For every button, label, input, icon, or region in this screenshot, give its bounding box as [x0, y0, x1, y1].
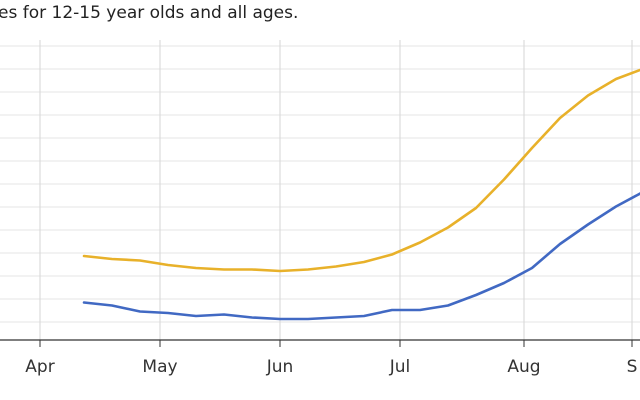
x-tick-label: Apr	[25, 357, 54, 377]
x-tick-label: Jul	[389, 357, 411, 377]
vertical-gridlines	[39, 40, 633, 340]
series-line-2	[82, 192, 640, 321]
x-tick-label: Aug	[507, 357, 540, 377]
series-layer	[82, 68, 640, 321]
x-tick-label: May	[142, 357, 177, 377]
series-line-1	[82, 68, 640, 273]
x-axis-ticks: Apr May Jun Jul Aug S	[25, 340, 637, 377]
x-tick-label: Jun	[266, 357, 294, 377]
x-tick-label: S	[627, 357, 638, 377]
chart-subtitle: es for 12-15 year olds and all ages.	[0, 3, 299, 23]
horizontal-gridlines	[0, 45, 640, 323]
